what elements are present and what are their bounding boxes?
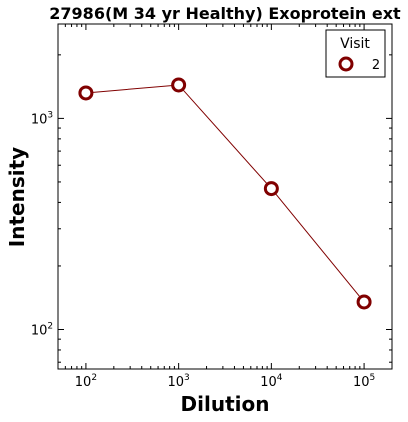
data-point — [356, 294, 372, 310]
x-tick-label: 102 — [75, 373, 97, 390]
legend-title: Visit — [340, 36, 370, 52]
legend: Visit 2 — [325, 29, 386, 78]
x-tick-label: 103 — [167, 373, 189, 390]
data-series — [78, 77, 372, 310]
data-point — [263, 181, 279, 197]
x-tick-label: 104 — [260, 373, 283, 390]
x-tick-label: 105 — [353, 373, 375, 390]
data-point — [171, 77, 187, 93]
y-axis-label: Intensity — [5, 147, 29, 247]
plot-area — [57, 23, 393, 370]
y-tick-label: 102 — [31, 322, 53, 339]
y-tick-label: 103 — [31, 110, 53, 127]
legend-marker — [338, 56, 354, 72]
legend-series-label: 2 — [372, 58, 380, 73]
x-axis-label: Dilution — [181, 392, 270, 416]
axis-ticks — [57, 24, 393, 369]
chart-title: 27986(M 34 yr Healthy) Exoprotein ext — [49, 4, 401, 23]
series-line — [85, 84, 365, 303]
axis-tick-labels: 102 103 104 105 102 103 — [31, 110, 375, 390]
legend-box — [325, 29, 386, 78]
data-point — [78, 85, 94, 101]
